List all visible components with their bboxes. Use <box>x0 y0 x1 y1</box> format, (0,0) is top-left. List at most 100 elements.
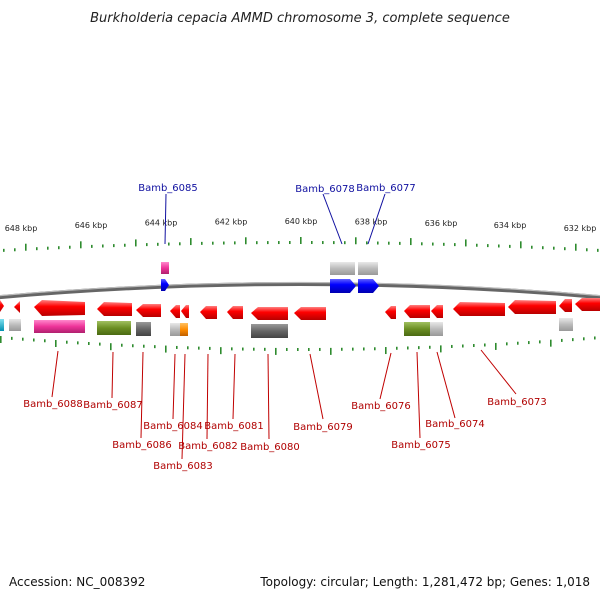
gene-arrow-6084[interactable] <box>170 305 180 318</box>
gene-arrow-6083[interactable] <box>181 305 189 318</box>
reverse-strand-features <box>0 298 600 320</box>
leader-line-6087 <box>111 351 114 399</box>
leader-line-6086 <box>140 351 144 439</box>
gene-label-6080[interactable]: Bamb_6080 <box>240 442 300 453</box>
gene-label-6076[interactable]: Bamb_6076 <box>351 401 411 412</box>
outer-tick <box>135 239 137 247</box>
gene-arrow-edge-left[interactable] <box>0 300 4 312</box>
inner-tick <box>440 345 442 353</box>
outer-tick <box>553 246 555 250</box>
gene-label-6086[interactable]: Bamb_6086 <box>112 440 172 451</box>
forward-strand-features <box>161 262 379 293</box>
outer-tick <box>58 246 60 250</box>
outer-tick <box>69 245 71 249</box>
inner-tick <box>33 338 35 342</box>
gene-arrow-6071[interactable] <box>559 299 572 312</box>
outer-tick <box>223 241 225 245</box>
outer-tick <box>267 241 269 245</box>
gene-arrow-6087[interactable] <box>97 302 132 316</box>
inner-tick <box>231 347 233 351</box>
cog-box-6087 <box>97 321 131 335</box>
gene-arrow-6082[interactable] <box>200 306 217 319</box>
inner-tick <box>11 336 13 340</box>
gene-arrow-6075[interactable] <box>404 305 430 318</box>
gene-label-6087[interactable]: Bamb_6087 <box>83 400 143 411</box>
leader-line-6077 <box>367 193 386 245</box>
gene-label-6084[interactable]: Bamb_6084 <box>143 421 203 432</box>
gene-label-6081[interactable]: Bamb_6081 <box>204 421 264 432</box>
tick-label: 636 kbp <box>425 219 458 228</box>
gene-arrow-6073[interactable] <box>453 302 505 316</box>
gene-arrow-6074[interactable] <box>431 305 443 318</box>
gene-arrow-6078[interactable] <box>330 279 356 293</box>
gene-label-6085[interactable]: Bamb_6085 <box>138 183 198 194</box>
outer-tick <box>344 241 346 245</box>
inner-tick <box>594 336 596 340</box>
gene-arrow-6085[interactable] <box>161 279 169 291</box>
cog-box-6084 <box>170 323 180 336</box>
gene-arrow-6070[interactable] <box>575 298 600 311</box>
cog-box-6089 <box>9 319 21 331</box>
inner-tick <box>55 339 57 347</box>
inner-tick <box>308 347 310 351</box>
gene-arrow-6081[interactable] <box>227 306 243 319</box>
leader-line-6078 <box>322 193 343 245</box>
gene-arrow-6077[interactable] <box>358 279 379 293</box>
cog-box-6080 <box>251 324 288 338</box>
gene-arrow-6088[interactable] <box>34 300 85 316</box>
inner-tick <box>242 347 244 351</box>
gene-arrow-6086[interactable] <box>136 304 161 317</box>
gene-label-6079[interactable]: Bamb_6079 <box>293 422 353 433</box>
outer-tick <box>531 245 533 249</box>
accession-text: Accession: NC_008392 <box>9 575 145 589</box>
outer-tick <box>146 243 148 247</box>
tick-label: 642 kbp <box>215 217 248 226</box>
tick-label: 646 kbp <box>75 221 108 230</box>
gene-label-6083[interactable]: Bamb_6083 <box>153 461 213 472</box>
outer-tick <box>454 243 456 247</box>
leader-line-6085 <box>164 193 167 245</box>
cog-box-6074 <box>430 322 443 336</box>
inner-tick <box>209 346 211 350</box>
gene-label-6074[interactable]: Bamb_6074 <box>425 419 485 430</box>
gene-label-6073[interactable]: Bamb_6073 <box>487 397 547 408</box>
outer-tick-ring <box>3 237 599 252</box>
leader-line-6084 <box>172 353 176 420</box>
gene-label-6075[interactable]: Bamb_6075 <box>391 440 451 451</box>
outer-tick <box>245 237 247 245</box>
inner-tick <box>352 347 354 351</box>
inner-tick <box>99 342 101 346</box>
outer-tick <box>597 248 599 252</box>
gene-arrow-6080[interactable] <box>251 307 288 320</box>
outer-tick <box>300 237 302 244</box>
leader-lines <box>51 193 517 460</box>
inner-tick <box>506 342 508 346</box>
outer-tick <box>498 244 500 248</box>
gene-arrow-6079[interactable] <box>294 307 326 320</box>
outer-tick <box>113 244 115 248</box>
cog-box-6071 <box>559 318 573 331</box>
gene-label-6077[interactable]: Bamb_6077 <box>356 183 416 194</box>
inner-tick <box>407 346 409 350</box>
outer-tick <box>355 237 357 245</box>
inner-tick <box>517 341 519 345</box>
cog-box-6088 <box>34 320 85 333</box>
gene-label-6088[interactable]: Bamb_6088 <box>23 399 83 410</box>
gene-label-6078[interactable]: Bamb_6078 <box>295 184 355 195</box>
gene-label-6082[interactable]: Bamb_6082 <box>178 441 238 452</box>
outer-tick <box>311 241 313 245</box>
gene-arrow-6072[interactable] <box>508 300 556 314</box>
tick-label: 640 kbp <box>285 217 318 226</box>
outer-tick <box>333 241 335 245</box>
outer-tick <box>388 241 390 245</box>
outer-tick <box>278 241 280 245</box>
outer-tick <box>586 248 588 252</box>
gene-arrow-6089[interactable] <box>14 301 20 313</box>
reverse-cog-boxes <box>0 318 573 338</box>
inner-tick <box>462 344 464 348</box>
inner-tick <box>198 346 200 350</box>
outer-tick <box>157 242 159 246</box>
gene-arrow-6076[interactable] <box>385 306 396 319</box>
outer-tick <box>520 241 522 249</box>
inner-tick <box>154 345 156 349</box>
